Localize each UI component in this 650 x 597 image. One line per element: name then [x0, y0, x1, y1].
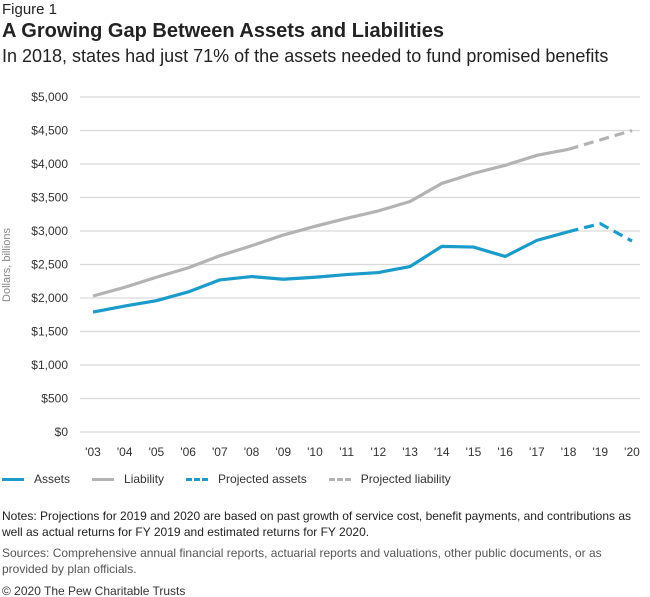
- legend-item: Liability: [92, 472, 164, 486]
- sources: Sources: Comprehensive annual financial …: [2, 546, 602, 576]
- y-tick-label: $2,000: [31, 291, 68, 305]
- y-tick-label: $4,000: [31, 157, 68, 171]
- y-tick-label: $1,500: [31, 325, 68, 339]
- x-tick-label: '09: [275, 445, 291, 459]
- legend-item: Projected liability: [328, 472, 451, 486]
- legend-item: Projected assets: [186, 472, 307, 486]
- legend: Assets Liability Projected assets Projected…: [2, 472, 473, 486]
- x-tick-label: '12: [371, 445, 387, 459]
- x-tick-label: '16: [497, 445, 513, 459]
- x-tick-label: '10: [307, 445, 323, 459]
- series-line-assets: [92, 230, 570, 314]
- x-tick-label: '05: [149, 445, 165, 459]
- x-tick-label: '11: [339, 445, 354, 459]
- series-line-projected-assets: [568, 222, 633, 243]
- x-tick-label: '03: [85, 445, 101, 459]
- chart-title: A Growing Gap Between Assets and Liabili…: [2, 20, 444, 42]
- x-tick-label: '08: [244, 445, 260, 459]
- legend-label: Assets: [34, 472, 71, 486]
- x-tick-label: '20: [624, 445, 640, 459]
- line-chart: $0 $500 $1,000 $1,500 $2,000 $2,500 $3,000 $3,5…: [1, 90, 640, 459]
- x-tick-label: '07: [212, 445, 228, 459]
- y-tick-label: $4,500: [31, 124, 68, 138]
- y-tick-label: $2,500: [31, 258, 68, 272]
- x-tick-label: '18: [561, 445, 577, 459]
- copyright: © 2020 The Pew Charitable Trusts: [2, 584, 186, 597]
- y-tick-label: $3,000: [31, 224, 68, 238]
- legend-label: Projected assets: [218, 472, 307, 486]
- legend-label: Projected liability: [360, 472, 451, 486]
- figure-label: Figure 1: [2, 1, 58, 18]
- x-tick-label: '17: [529, 445, 545, 459]
- y-tick-label: $5,000: [31, 90, 68, 104]
- y-tick-label: $0: [55, 425, 69, 439]
- x-tick-label: '15: [466, 445, 482, 459]
- legend-swatch: [92, 477, 115, 481]
- y-tick-label: $500: [41, 392, 68, 406]
- y-tick-label: $3,500: [31, 191, 68, 205]
- x-tick-label: '06: [180, 445, 196, 459]
- chart-subtitle: In 2018, states had just 71% of the asse…: [2, 46, 609, 66]
- series-line-liability: [92, 147, 569, 298]
- legend-swatch: [2, 477, 24, 481]
- legend-label: Liability: [124, 472, 165, 486]
- x-tick-label: '14: [434, 445, 450, 459]
- x-tick-label: '04: [117, 445, 133, 459]
- legend-item: Assets: [2, 472, 70, 486]
- legend-swatch: [328, 477, 351, 481]
- x-tick-label: '19: [592, 445, 608, 459]
- notes: Notes: Projections for 2019 and 2020 are…: [2, 509, 632, 539]
- y-axis-label: Dollars, billions: [1, 228, 13, 302]
- x-tick-label: '13: [402, 445, 418, 459]
- legend-swatch: [186, 477, 209, 481]
- y-tick-label: $1,000: [31, 358, 68, 372]
